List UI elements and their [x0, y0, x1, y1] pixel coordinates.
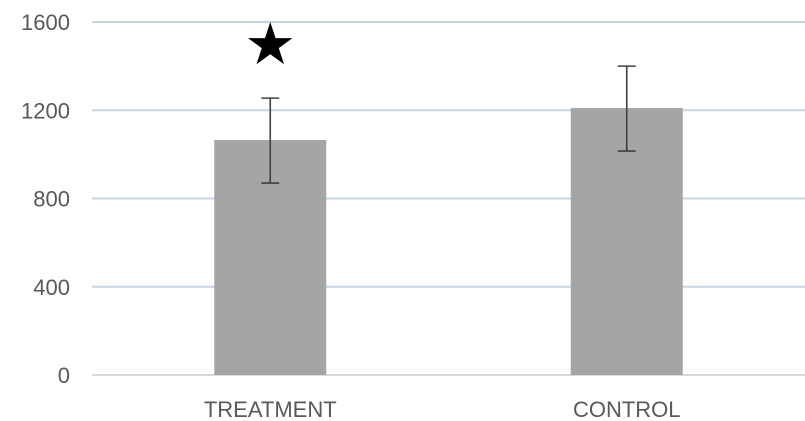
x-category-label: CONTROL: [573, 397, 681, 421]
y-axis-tick-labels: 0 400 800 1200 1600: [21, 10, 70, 388]
error-bars: [261, 65, 636, 184]
x-category-label: TREATMENT: [204, 397, 337, 421]
significance-star-icon: ★: [244, 10, 296, 78]
error-bar-treatment: [261, 97, 280, 184]
error-bar-control: [617, 65, 636, 152]
y-tick-label: 1200: [21, 98, 70, 123]
bars: [214, 108, 683, 375]
y-tick-label: 1600: [21, 10, 70, 35]
bar-control: [570, 108, 683, 375]
gridlines: [92, 21, 805, 376]
y-tick-label: 800: [33, 187, 70, 212]
y-tick-label: 0: [58, 363, 70, 388]
annotations: ★: [244, 10, 296, 78]
x-axis-category-labels: TREATMENT CONTROL: [204, 397, 681, 421]
y-tick-label: 400: [33, 275, 70, 300]
